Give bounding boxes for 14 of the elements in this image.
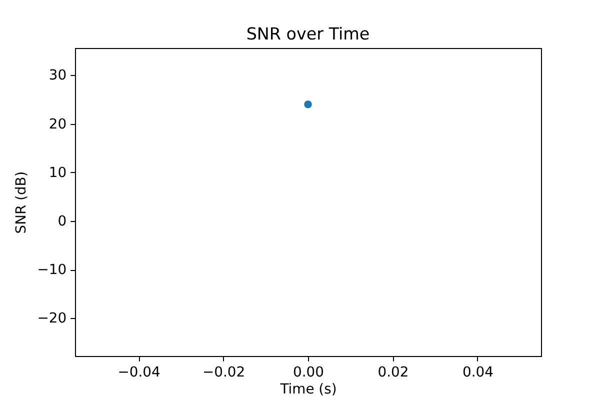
x-tick-label: −0.04	[118, 364, 160, 380]
y-tick-label: 0	[58, 213, 67, 230]
x-tick-label: 0.00	[293, 364, 324, 380]
y-tick-label: −20	[37, 310, 67, 327]
y-tick-label: 30	[48, 68, 67, 84]
y-tick-label: 20	[48, 116, 67, 132]
y-tick-label: −10	[37, 262, 67, 278]
x-tick-label: −0.02	[202, 364, 246, 380]
y-tick-label: 10	[48, 164, 67, 181]
x-axis-title: Time (s)	[279, 381, 337, 398]
y-axis-title: SNR (dB)	[13, 171, 30, 234]
x-tick-label: 0.02	[378, 364, 409, 380]
x-tick-label: 0.04	[462, 364, 494, 380]
chart-title: SNR over Time	[246, 23, 370, 44]
